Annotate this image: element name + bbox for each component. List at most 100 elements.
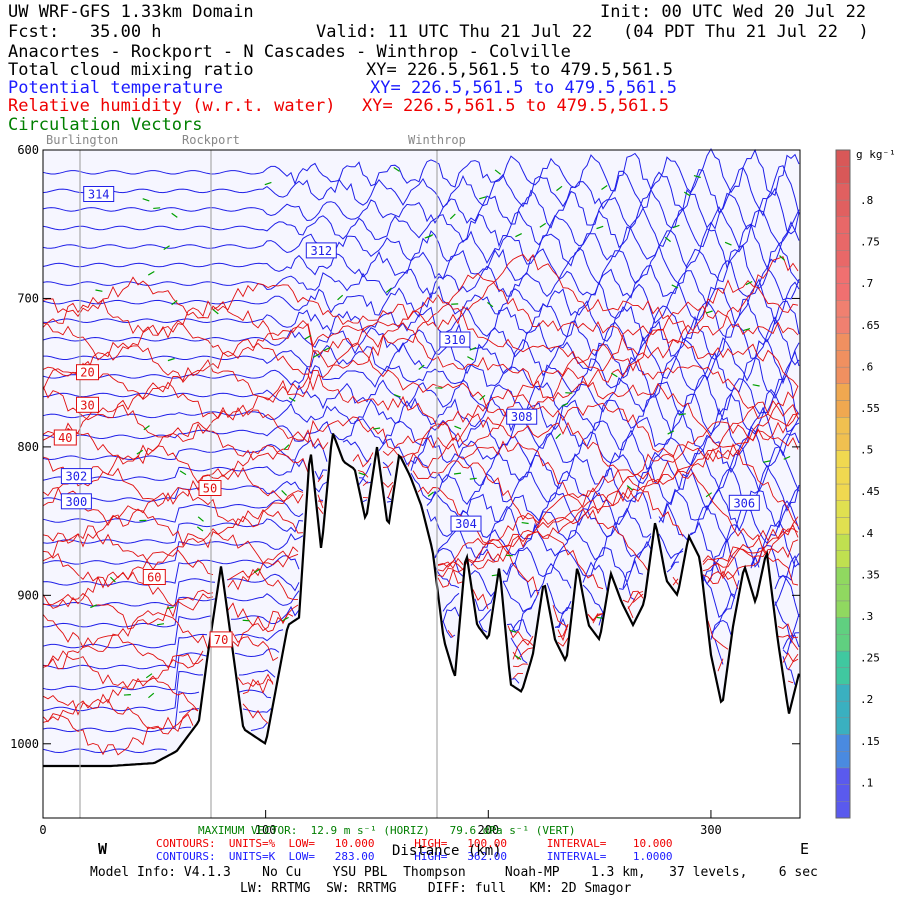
circulation-vector xyxy=(166,606,174,610)
contour-label-box xyxy=(450,515,482,532)
theta-contour xyxy=(42,635,800,691)
colorbar-unit: g kg⁻¹ xyxy=(856,148,896,161)
circulation-vector xyxy=(783,455,791,460)
contour-label-box xyxy=(198,480,222,496)
theta-contour xyxy=(42,206,800,249)
circulation-vector xyxy=(667,430,675,435)
circulation-vector xyxy=(494,169,501,175)
rh-contour xyxy=(42,486,799,571)
theta-contour xyxy=(42,537,800,586)
contour-label: 40 xyxy=(58,431,72,445)
theta-contour xyxy=(42,315,800,366)
colorbar-tick-label: .55 xyxy=(860,402,880,415)
colorbar-segment xyxy=(835,166,851,184)
place-label-rockport: Rockport xyxy=(182,133,240,147)
circulation-vector xyxy=(515,233,522,238)
colorbar-segment xyxy=(835,700,851,718)
field-cloud-label: Total cloud mixing ratio xyxy=(8,60,254,80)
circulation-vector xyxy=(565,392,573,394)
plot-frame xyxy=(42,149,801,819)
contour-label: 310 xyxy=(444,333,466,347)
theta-contour xyxy=(178,722,268,731)
circulation-vector xyxy=(556,185,563,192)
x-tick-label: 300 xyxy=(700,823,722,837)
contour-label: 306 xyxy=(733,496,755,510)
colorbar-segment xyxy=(835,617,851,635)
colorbar-segment xyxy=(835,784,851,802)
colorbar-tick-label: .5 xyxy=(860,444,873,457)
theta-contour xyxy=(42,464,800,512)
theta-contour xyxy=(42,520,800,568)
circulation-vector xyxy=(664,236,671,243)
circulation-vector xyxy=(763,460,771,463)
circulation-vector xyxy=(672,224,680,229)
colorbar-segment xyxy=(835,366,851,385)
circulation-vector xyxy=(752,384,760,387)
cross-section-route: Anacortes - Rockport - N Cascades - Wint… xyxy=(8,42,571,62)
rh-contour xyxy=(42,593,799,660)
circulation-vector xyxy=(110,576,116,583)
circulation-vector xyxy=(479,394,486,401)
circulation-vector xyxy=(521,521,529,525)
circulation-vector xyxy=(147,270,155,276)
colorbar-segment xyxy=(835,751,851,769)
contour-label-box xyxy=(76,396,99,413)
contour-label: 50 xyxy=(203,482,217,496)
contour-label: 314 xyxy=(88,188,110,202)
theta-contour xyxy=(42,426,800,474)
circulation-vector xyxy=(163,245,170,251)
colorbar-segment xyxy=(835,300,851,318)
theta-contour xyxy=(42,487,800,532)
colorbar-tick-label: .15 xyxy=(860,735,880,748)
circulation-vector xyxy=(288,397,296,402)
circulation-vector xyxy=(596,225,604,230)
colorbar-segment xyxy=(835,350,851,368)
field-rh-xy: XY= 226.5,561.5 to 479.5,561.5 xyxy=(362,96,670,116)
colorbar-segment xyxy=(835,316,851,334)
circulation-vector xyxy=(358,472,366,476)
colorbar-segment xyxy=(835,400,851,418)
colorbar-tick-label: .4 xyxy=(860,527,874,540)
circulation-vector xyxy=(724,241,732,246)
max-vector-text: MAXIMUM VECTOR: 12.9 m s⁻¹ (HORIZ) 79.6 … xyxy=(198,824,576,837)
init-time: Init: 00 UTC Wed 20 Jul 22 xyxy=(600,2,867,22)
colorbar-segment xyxy=(835,634,851,652)
circulation-vector xyxy=(424,235,432,239)
field-theta-label: Potential temperature xyxy=(8,78,223,98)
colorbar-segment xyxy=(835,467,851,485)
rh-contour xyxy=(42,548,799,628)
contour-label: 20 xyxy=(80,366,94,380)
terrain-fill xyxy=(43,433,800,818)
colorbar-segment xyxy=(835,333,851,351)
circulation-vector xyxy=(148,692,155,699)
circulation-vector xyxy=(385,287,392,293)
theta-contour-info: CONTOURS: UNITS=K LOW= 283.00 HIGH= 362.… xyxy=(156,850,673,863)
contour-label-box xyxy=(142,569,166,585)
circulation-vector xyxy=(281,490,288,496)
contour-label-box xyxy=(53,429,77,446)
colorbar-tick-label: .45 xyxy=(860,485,880,498)
colorbar-tick-label: .2 xyxy=(860,693,873,706)
west-label: W xyxy=(98,840,108,858)
colorbar-segment xyxy=(835,233,851,251)
theta-contour xyxy=(43,335,800,385)
circulation-vector xyxy=(601,185,608,191)
circulation-vector xyxy=(683,191,691,197)
colorbar-segment xyxy=(835,517,851,535)
circulation-vector xyxy=(171,300,178,306)
colorbar-segment xyxy=(835,183,851,201)
rh-contour xyxy=(42,337,799,427)
theta-contour xyxy=(42,350,800,400)
y-tick-label: 600 xyxy=(17,143,39,157)
circulation-vector xyxy=(393,167,400,172)
model-title: UW WRF-GFS 1.33km Domain xyxy=(8,2,254,22)
colorbar-segment xyxy=(835,199,851,218)
contour-label: 312 xyxy=(310,244,332,258)
circulation-vector xyxy=(469,346,477,351)
rh-contour xyxy=(42,321,799,402)
circulation-vector xyxy=(156,623,165,626)
circulation-vector xyxy=(487,301,494,308)
colorbar-segment xyxy=(835,600,851,618)
valid-time: Valid: 11 UTC Thu 21 Jul 22 (04 PDT Thu … xyxy=(316,22,869,42)
rh-contour xyxy=(42,367,799,448)
